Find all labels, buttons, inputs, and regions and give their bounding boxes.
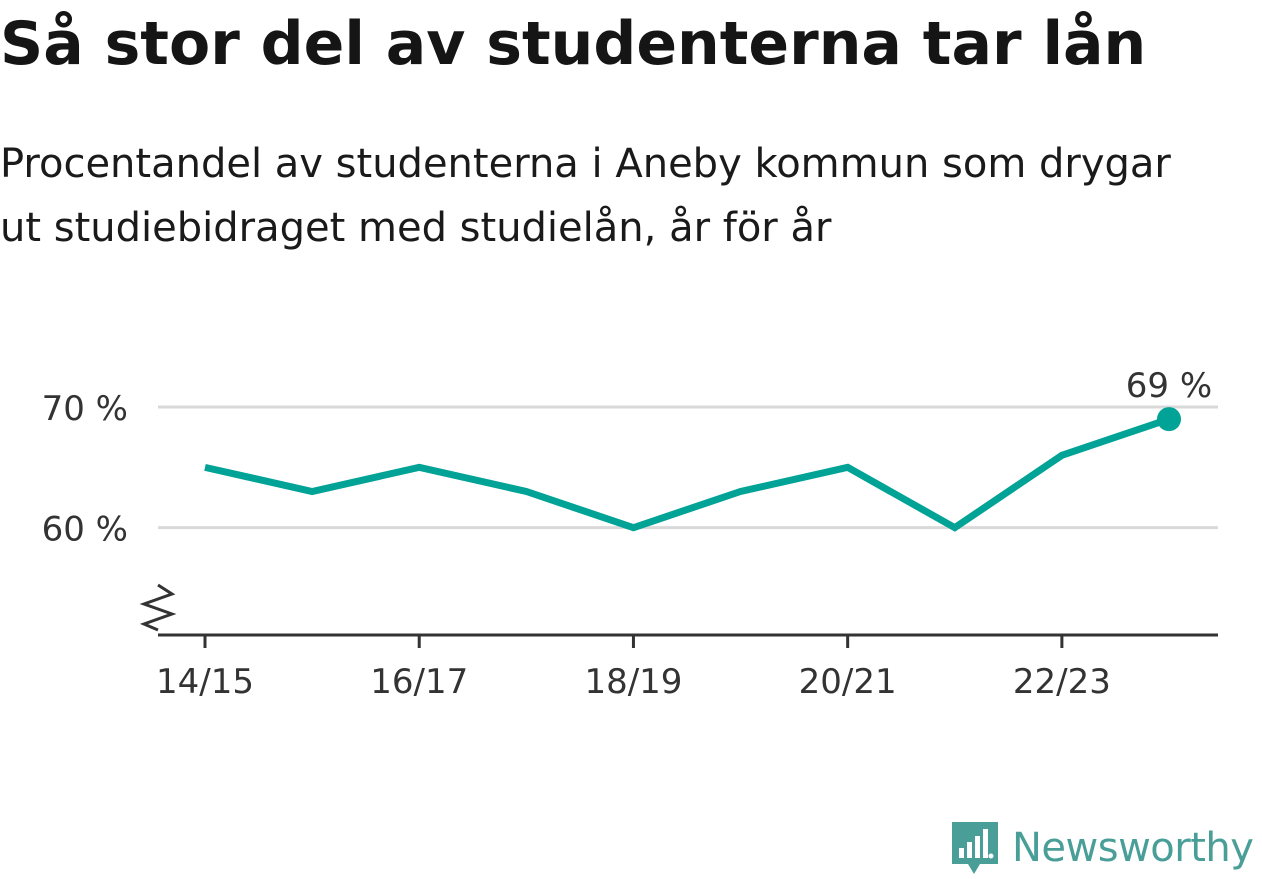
x-tick-label-20-21: 20/21: [799, 662, 897, 702]
chart-subtitle: Procentandel av studenterna i Aneby komm…: [0, 141, 1171, 251]
chart-title: Så stor del av studenterna tar lån: [0, 9, 1147, 79]
end-point-marker: [1157, 407, 1181, 432]
brand-logo: Newsworthy: [950, 818, 1254, 878]
x-tick-label-14-15: 14/15: [156, 662, 254, 702]
y-axis-break-zigzag: [139, 583, 177, 632]
labels: 60 % 70 % 14/15 16/17 18/19 20/21 22/23 69 %: [42, 366, 1213, 702]
gridlines: [158, 405, 1218, 530]
y-tick-label-60: 60 %: [42, 510, 128, 550]
brand-name: Newsworthy: [1012, 825, 1254, 871]
end-value-label: 69 %: [1126, 366, 1212, 406]
newsworthy-chart-icon: [952, 822, 998, 874]
y-tick-label-70: 70 %: [42, 389, 128, 429]
series-layer: [204, 407, 1181, 532]
x-tick-label-18-19: 18/19: [584, 662, 682, 702]
x-tick-label-16-17: 16/17: [370, 662, 468, 702]
x-tick-label-22-23: 22/23: [1013, 662, 1111, 702]
axes: [139, 583, 1218, 648]
series-line-0: [204, 415, 1171, 532]
